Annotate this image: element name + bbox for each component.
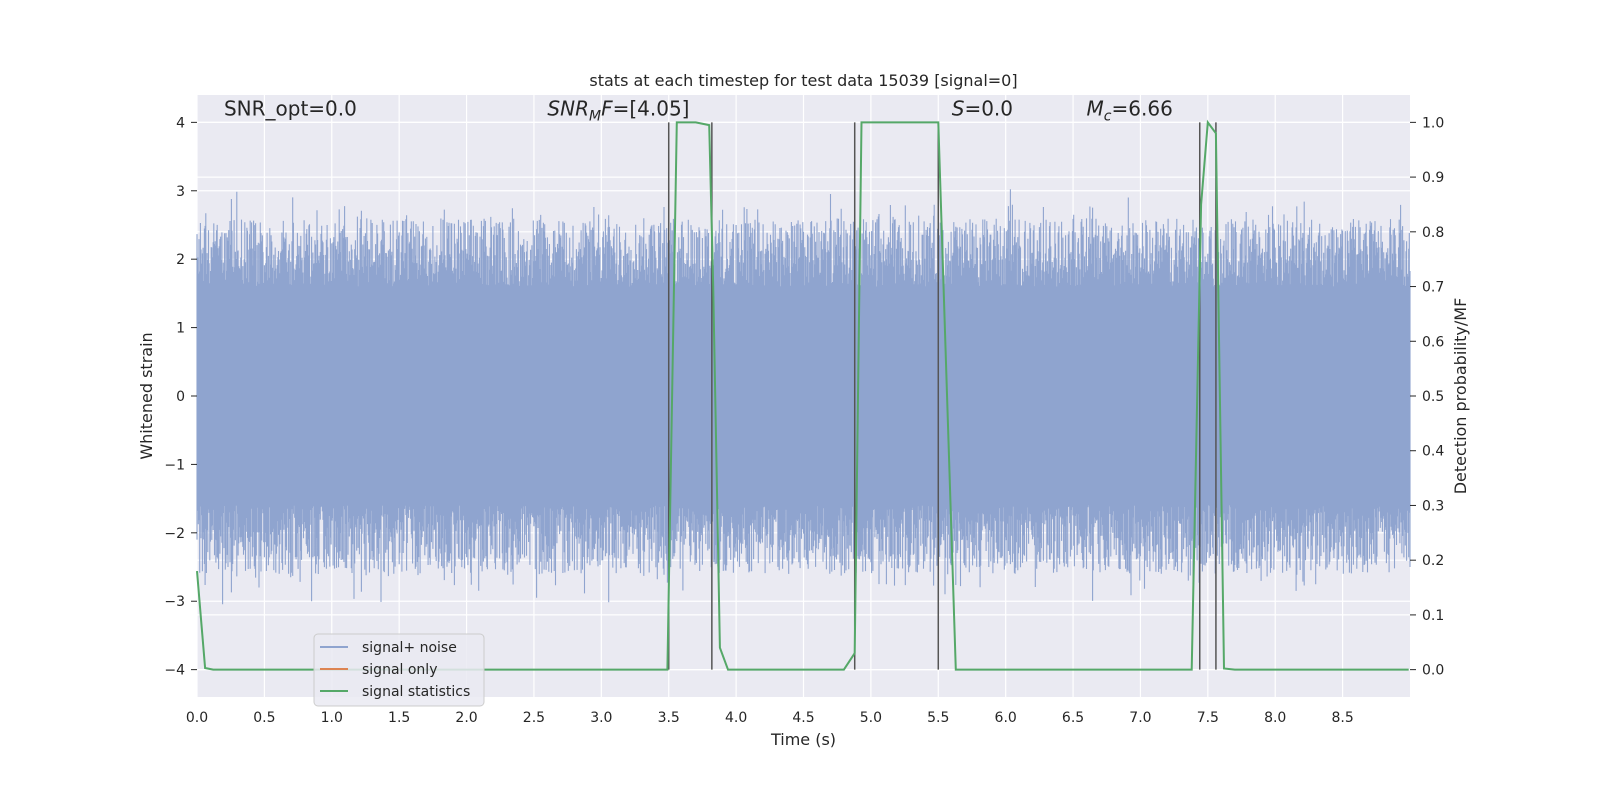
y-right-axis-ticks: 0.0 0.1 0.2 0.3 0.4 0.5 0.6 0.7 0.8 0.9 1.0: [1410, 115, 1444, 679]
y-tick-label: 0: [176, 389, 185, 405]
x-tick-label: 1.5: [388, 710, 410, 726]
y-right-tick-label: 1.0: [1422, 115, 1444, 131]
y-right-tick-label: 0.3: [1422, 498, 1444, 514]
x-tick-label: 5.5: [927, 710, 949, 726]
y-right-tick-label: 0.2: [1422, 553, 1444, 569]
y-tick-label: −1: [164, 457, 185, 473]
x-tick-label: 2.0: [455, 710, 477, 726]
x-tick-label: 1.0: [321, 710, 343, 726]
x-tick-label: 6.0: [995, 710, 1017, 726]
x-tick-label: 3.0: [590, 710, 612, 726]
y-tick-label: 3: [176, 184, 185, 200]
y-tick-label: −4: [164, 663, 185, 679]
chart-title: stats at each timestep for test data 150…: [589, 71, 1017, 90]
x-tick-label: 4.5: [792, 710, 814, 726]
x-tick-label: 6.5: [1062, 710, 1084, 726]
x-tick-label: 0.5: [253, 710, 275, 726]
y-right-tick-label: 0.8: [1422, 225, 1444, 241]
x-tick-label: 2.5: [523, 710, 545, 726]
y-axis-label: Whitened strain: [137, 332, 156, 459]
x-tick-label: 7.0: [1129, 710, 1151, 726]
event-markers: [667, 122, 1217, 670]
x-tick-label: 4.0: [725, 710, 747, 726]
x-tick-label: 8.5: [1331, 710, 1353, 726]
y-right-tick-label: 0.4: [1422, 444, 1444, 460]
x-tick-label: 7.5: [1197, 710, 1219, 726]
x-tick-label: 8.0: [1264, 710, 1286, 726]
y-right-tick-label: 0.6: [1422, 334, 1444, 350]
y-tick-label: −3: [164, 594, 185, 610]
y-right-axis-label: Detection probability/MF: [1451, 298, 1470, 495]
noise-waveform: [196, 189, 1411, 605]
x-axis-ticks: 0.0 0.5 1.0 1.5 2.0 2.5 3.0 3.5 4.0 4.5 5.0 5.5 6.0 6…: [186, 710, 1354, 726]
y-right-tick-label: 0.5: [1422, 389, 1444, 405]
x-tick-label: 3.5: [658, 710, 680, 726]
legend-label: signal only: [362, 662, 437, 678]
legend: signal+ noise signal only signal statistic…: [313, 633, 485, 707]
legend-label: signal statistics: [362, 684, 470, 700]
annotation-text: SNRMF=[4.05]: [547, 97, 689, 125]
y-tick-label: 1: [176, 321, 185, 337]
legend-box: [313, 633, 485, 707]
annotations: SNR_opt=0.0 SNRMF=[4.05] S=0.0 Mc=6.66: [224, 97, 1173, 125]
signal-noise-series: [196, 189, 1411, 605]
y-right-tick-label: 0.0: [1422, 663, 1444, 679]
y-tick-label: −2: [164, 526, 185, 542]
annotation-text: S=0.0: [952, 97, 1013, 121]
y-axis-ticks: −4 −3 −2 −1 0 1 2 3 4: [164, 115, 197, 679]
x-tick-label: 5.0: [860, 710, 882, 726]
y-right-tick-label: 0.1: [1422, 608, 1444, 624]
y-tick-label: 4: [176, 115, 185, 131]
legend-label: signal+ noise: [362, 640, 457, 656]
x-tick-label: 0.0: [186, 710, 208, 726]
annotation-text: Mc=6.66: [1087, 97, 1173, 125]
y-right-tick-label: 0.7: [1422, 280, 1444, 296]
annotation-text: SNR_opt=0.0: [224, 97, 357, 121]
y-right-tick-label: 0.9: [1422, 170, 1444, 186]
y-tick-label: 2: [176, 252, 185, 268]
x-axis-label: Time (s): [770, 730, 836, 749]
